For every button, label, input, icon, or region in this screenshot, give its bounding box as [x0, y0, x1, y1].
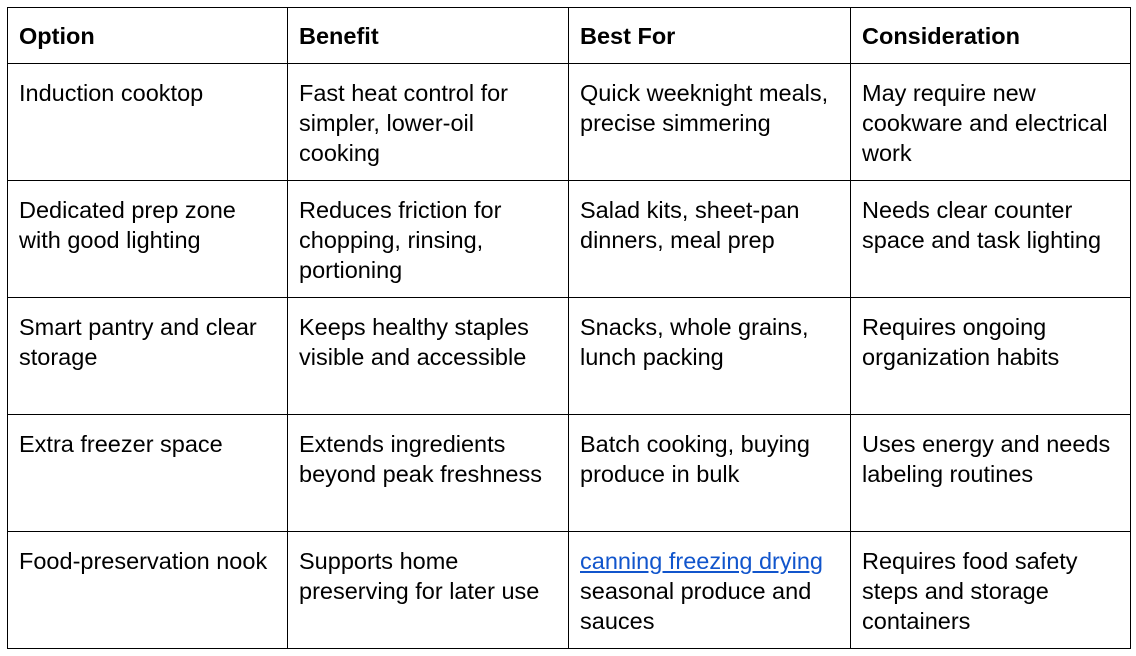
table-cell: Batch cooking, buying produce in bulk [568, 414, 851, 532]
table-cell: canning freezing drying seasonal produce… [568, 531, 851, 649]
cell-text: seasonal produce and sauces [580, 578, 812, 634]
table-cell: Salad kits, sheet-pan dinners, meal prep [568, 180, 851, 298]
table-row: Dedicated prep zone with good lighting Re… [7, 180, 1131, 298]
header-cell: Option [7, 7, 288, 64]
table-cell: Reduces friction for chopping, rinsing, … [287, 180, 569, 298]
table-cell: Requires food safety steps and storage c… [850, 531, 1131, 649]
table-cell: Supports home preserving for later use [287, 531, 569, 649]
table-cell: Keeps healthy staples visible and access… [287, 297, 569, 415]
table-row: Food-preservation nook Supports home pres… [7, 531, 1131, 649]
header-cell: Benefit [287, 7, 569, 64]
table-cell: Uses energy and needs labeling routines [850, 414, 1131, 532]
table-row: Smart pantry and clear storage Keeps heal… [7, 297, 1131, 415]
table-cell: Extends ingredients beyond peak freshnes… [287, 414, 569, 532]
table-cell: Quick weeknight meals, precise simmering [568, 63, 851, 181]
table-cell: Induction cooktop [7, 63, 288, 181]
table-cell: Food-preservation nook [7, 531, 288, 649]
table-row: Extra freezer space Extends ingredients b… [7, 414, 1131, 532]
table-cell: Smart pantry and clear storage [7, 297, 288, 415]
table-cell: Snacks, whole grains, lunch packing [568, 297, 851, 415]
header-cell: Consideration [850, 7, 1131, 64]
link[interactable]: canning freezing drying [580, 548, 823, 574]
table-cell: Dedicated prep zone with good lighting [7, 180, 288, 298]
table-row: Induction cooktop Fast heat control for s… [7, 63, 1131, 181]
table-cell: Fast heat control for simpler, lower-oil… [287, 63, 569, 181]
header-cell: Best For [568, 7, 851, 64]
options-table: Option Benefit Best For Consideration Induc… [7, 7, 1131, 649]
table-cell: Needs clear counter space and task light… [850, 180, 1131, 298]
header-row: Option Benefit Best For Consideration [7, 7, 1131, 64]
table-cell: Requires ongoing organization habits [850, 297, 1131, 415]
table-cell: May require new cookware and electrical … [850, 63, 1131, 181]
table-cell: Extra freezer space [7, 414, 288, 532]
